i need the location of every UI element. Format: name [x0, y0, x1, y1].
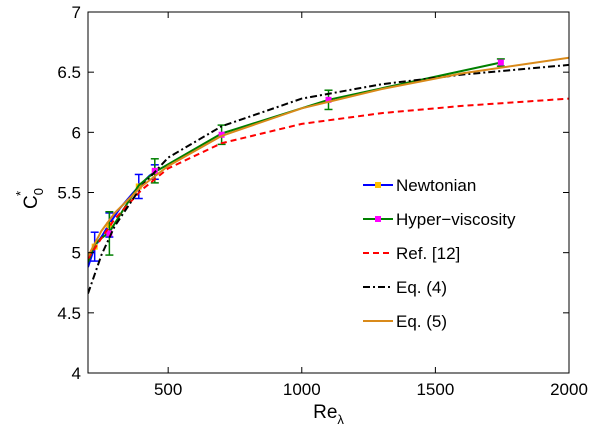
legend-marker-newtonian [375, 182, 381, 188]
y-axis-label: C0* [13, 188, 46, 209]
y-tick-label: 6.5 [57, 63, 81, 82]
x-axis-label: Reλ [313, 402, 344, 427]
y-axis-label-subscript: 0 [31, 188, 46, 195]
series-line-eq-5 [88, 56, 569, 257]
legend-item-ref-12: Ref. [12] [363, 244, 460, 263]
x-tick-label: 2000 [550, 380, 588, 399]
x-axis-label-subscript: λ [337, 412, 344, 427]
data-point-hyper-viscosity [497, 59, 504, 66]
x-tick-label: 1000 [283, 380, 321, 399]
legend-label-newtonian: Newtonian [396, 176, 476, 195]
x-tick-label: 1500 [416, 380, 454, 399]
y-tick-label: 5 [72, 244, 81, 263]
series-line-eq-4 [88, 63, 569, 294]
legend-item-eq-4: Eq. (4) [363, 278, 447, 297]
y-tick-label: 6 [72, 123, 81, 142]
series-line-ref-12 [88, 97, 569, 260]
legend: Newtonian Hyper−viscosity Ref. [12] Eq. (4)… [363, 176, 516, 331]
svg-text:C0*: C0* [13, 188, 46, 209]
plot-area-frame [87, 11, 570, 374]
legend-item-newtonian: Newtonian [363, 176, 476, 195]
legend-label-eq-4: Eq. (4) [396, 278, 447, 297]
y-tick-label: 7 [72, 3, 81, 22]
y-tick-label: 4.5 [57, 304, 81, 323]
y-axis-label-main: C [21, 195, 42, 209]
legend-label-eq-5: Eq. (5) [396, 312, 447, 331]
axes-layer: 500 1000 1500 2000 4 4.5 5 5.5 6 6.5 7 [57, 3, 588, 399]
x-axis-label-main: Re [313, 402, 337, 423]
data-point-hyper-viscosity [106, 230, 113, 237]
y-tick-label: 4 [72, 364, 81, 383]
x-tick-label: 500 [154, 380, 182, 399]
legend-item-hyper-viscosity: Hyper−viscosity [363, 210, 516, 229]
y-tick-label: 5.5 [57, 184, 81, 203]
data-layer [88, 56, 569, 294]
y-axis-label-superscript: * [13, 191, 28, 196]
legend-label-hyper-viscosity: Hyper−viscosity [396, 210, 516, 229]
data-point-hyper-viscosity [325, 96, 332, 103]
series-line-hyper-viscosity [88, 61, 502, 263]
legend-item-eq-5: Eq. (5) [363, 312, 447, 331]
legend-marker-hyper-viscosity [375, 216, 381, 222]
legend-label-ref-12: Ref. [12] [396, 244, 460, 263]
data-point-hyper-viscosity [218, 131, 225, 138]
